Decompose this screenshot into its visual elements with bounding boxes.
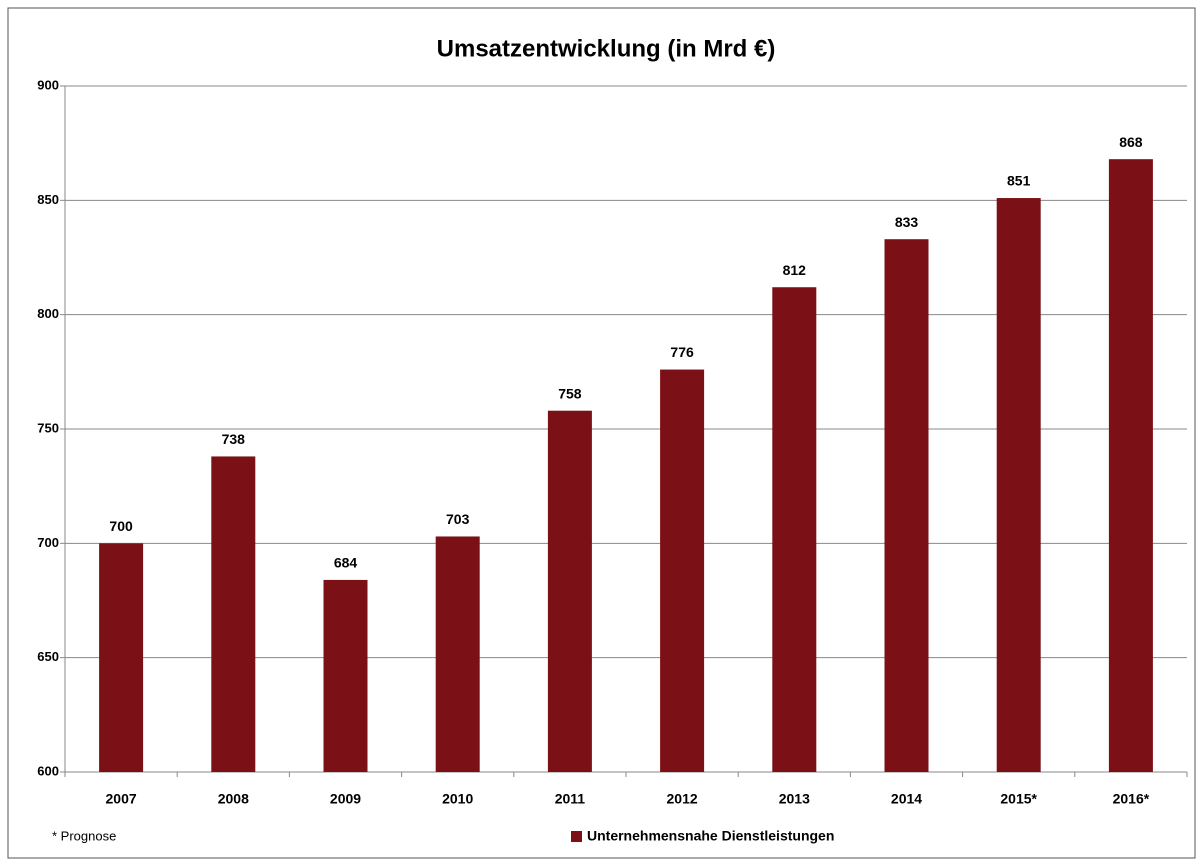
bar: [660, 369, 705, 772]
x-tick-label: 2013: [779, 791, 810, 807]
y-tick-label: 850: [37, 192, 59, 207]
data-label: 758: [558, 385, 582, 401]
data-label: 700: [109, 518, 133, 534]
x-tick-label: 2009: [330, 791, 361, 807]
chart-title: Umsatzentwicklung (in Mrd €): [437, 35, 776, 62]
bar: [323, 579, 368, 772]
bar: [884, 239, 929, 772]
x-tick-label: 2012: [667, 791, 698, 807]
data-label: 776: [670, 344, 694, 360]
y-tick-label: 600: [37, 763, 59, 778]
data-label: 868: [1119, 134, 1143, 150]
bar: [772, 287, 817, 772]
data-label: 833: [895, 214, 919, 230]
bar: [435, 536, 480, 772]
x-tick-label: 2016*: [1113, 791, 1150, 807]
x-tick-label: 2007: [106, 791, 137, 807]
data-label: 851: [1007, 173, 1031, 189]
x-tick-label: 2015*: [1000, 791, 1037, 807]
x-tick-label: 2010: [442, 791, 473, 807]
data-label: 738: [222, 431, 246, 447]
bar: [211, 456, 256, 772]
y-tick-label: 700: [37, 535, 59, 550]
y-tick-label: 900: [37, 77, 59, 92]
y-tick-label: 650: [37, 649, 59, 664]
data-label: 703: [446, 511, 470, 527]
legend-swatch: [571, 831, 582, 842]
x-tick-label: 2008: [218, 791, 249, 807]
x-tick-label: 2014: [891, 791, 922, 807]
bar: [996, 198, 1041, 773]
x-tick-label: 2011: [555, 791, 586, 807]
y-tick-label: 750: [37, 420, 59, 435]
data-label: 812: [783, 262, 807, 278]
data-label: 684: [334, 555, 358, 571]
legend-label: Unternehmensnahe Dienstleistungen: [587, 828, 834, 844]
y-tick-label: 800: [37, 306, 59, 321]
bar: [1108, 159, 1153, 772]
bar: [547, 410, 592, 772]
footnote: * Prognose: [52, 828, 116, 843]
bar: [99, 543, 144, 772]
